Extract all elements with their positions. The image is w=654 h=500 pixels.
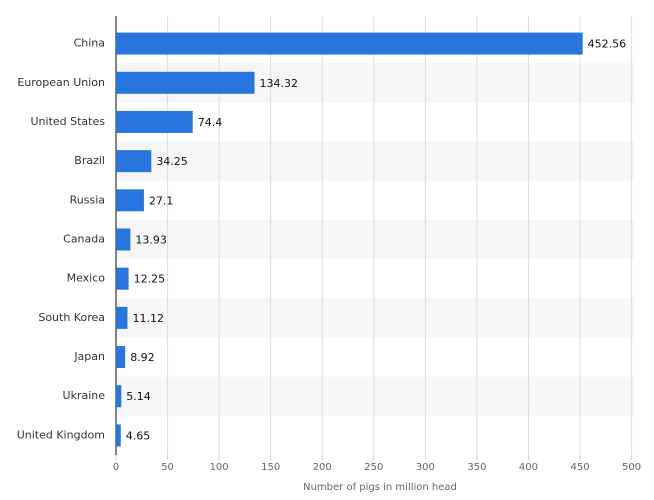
- x-tick-label: 300: [416, 462, 435, 473]
- x-tick-label: 450: [570, 462, 589, 473]
- bar: [116, 306, 128, 329]
- row-band: [116, 376, 634, 416]
- y-tick-label: Canada: [63, 233, 105, 246]
- y-tick-label: United States: [31, 115, 106, 128]
- y-tick-label: United Kingdom: [17, 428, 105, 441]
- x-tick-label: 50: [161, 462, 174, 473]
- data-label: 12.25: [134, 273, 166, 286]
- y-tick-label: Japan: [73, 350, 105, 363]
- bar: [116, 346, 126, 369]
- y-tick-label: Brazil: [74, 154, 105, 167]
- x-tick-label: 400: [519, 462, 538, 473]
- x-tick-label: 350: [467, 462, 486, 473]
- y-tick-label: Mexico: [67, 272, 106, 285]
- data-label: 5.14: [126, 390, 151, 403]
- data-label: 13.93: [135, 234, 167, 247]
- data-label: 11.12: [132, 312, 164, 325]
- bar: [116, 189, 144, 212]
- data-label: 452.56: [588, 38, 627, 51]
- row-band: [116, 298, 634, 338]
- bar: [116, 150, 152, 173]
- y-tick-label: China: [74, 37, 105, 50]
- row-band: [116, 219, 634, 260]
- x-axis-label: Number of pigs in million head: [303, 482, 457, 493]
- y-tick-label: South Korea: [38, 311, 105, 324]
- x-tick-label: 250: [364, 462, 383, 473]
- data-label: 74.4: [198, 116, 223, 129]
- x-tick-label: 500: [622, 462, 641, 473]
- bar: [116, 385, 122, 408]
- bar: [116, 228, 131, 251]
- row-band: [116, 141, 634, 181]
- bar: [116, 267, 129, 290]
- x-tick-label: 0: [113, 462, 119, 473]
- y-tick-label: Ukraine: [63, 389, 106, 402]
- data-label: 134.32: [260, 77, 299, 90]
- x-tick-label: 100: [210, 462, 229, 473]
- data-label: 4.65: [126, 429, 150, 442]
- bar: [116, 71, 255, 94]
- x-tick-label: 150: [261, 462, 280, 473]
- y-tick-label: European Union: [17, 76, 105, 89]
- x-tick-label: 200: [313, 462, 332, 473]
- bar: [116, 32, 583, 55]
- bar: [116, 424, 121, 447]
- data-label: 34.25: [156, 155, 188, 168]
- y-tick-label: Russia: [70, 193, 105, 206]
- data-label: 8.92: [130, 351, 155, 364]
- data-label: 27.1: [149, 194, 174, 207]
- bar: [116, 110, 193, 133]
